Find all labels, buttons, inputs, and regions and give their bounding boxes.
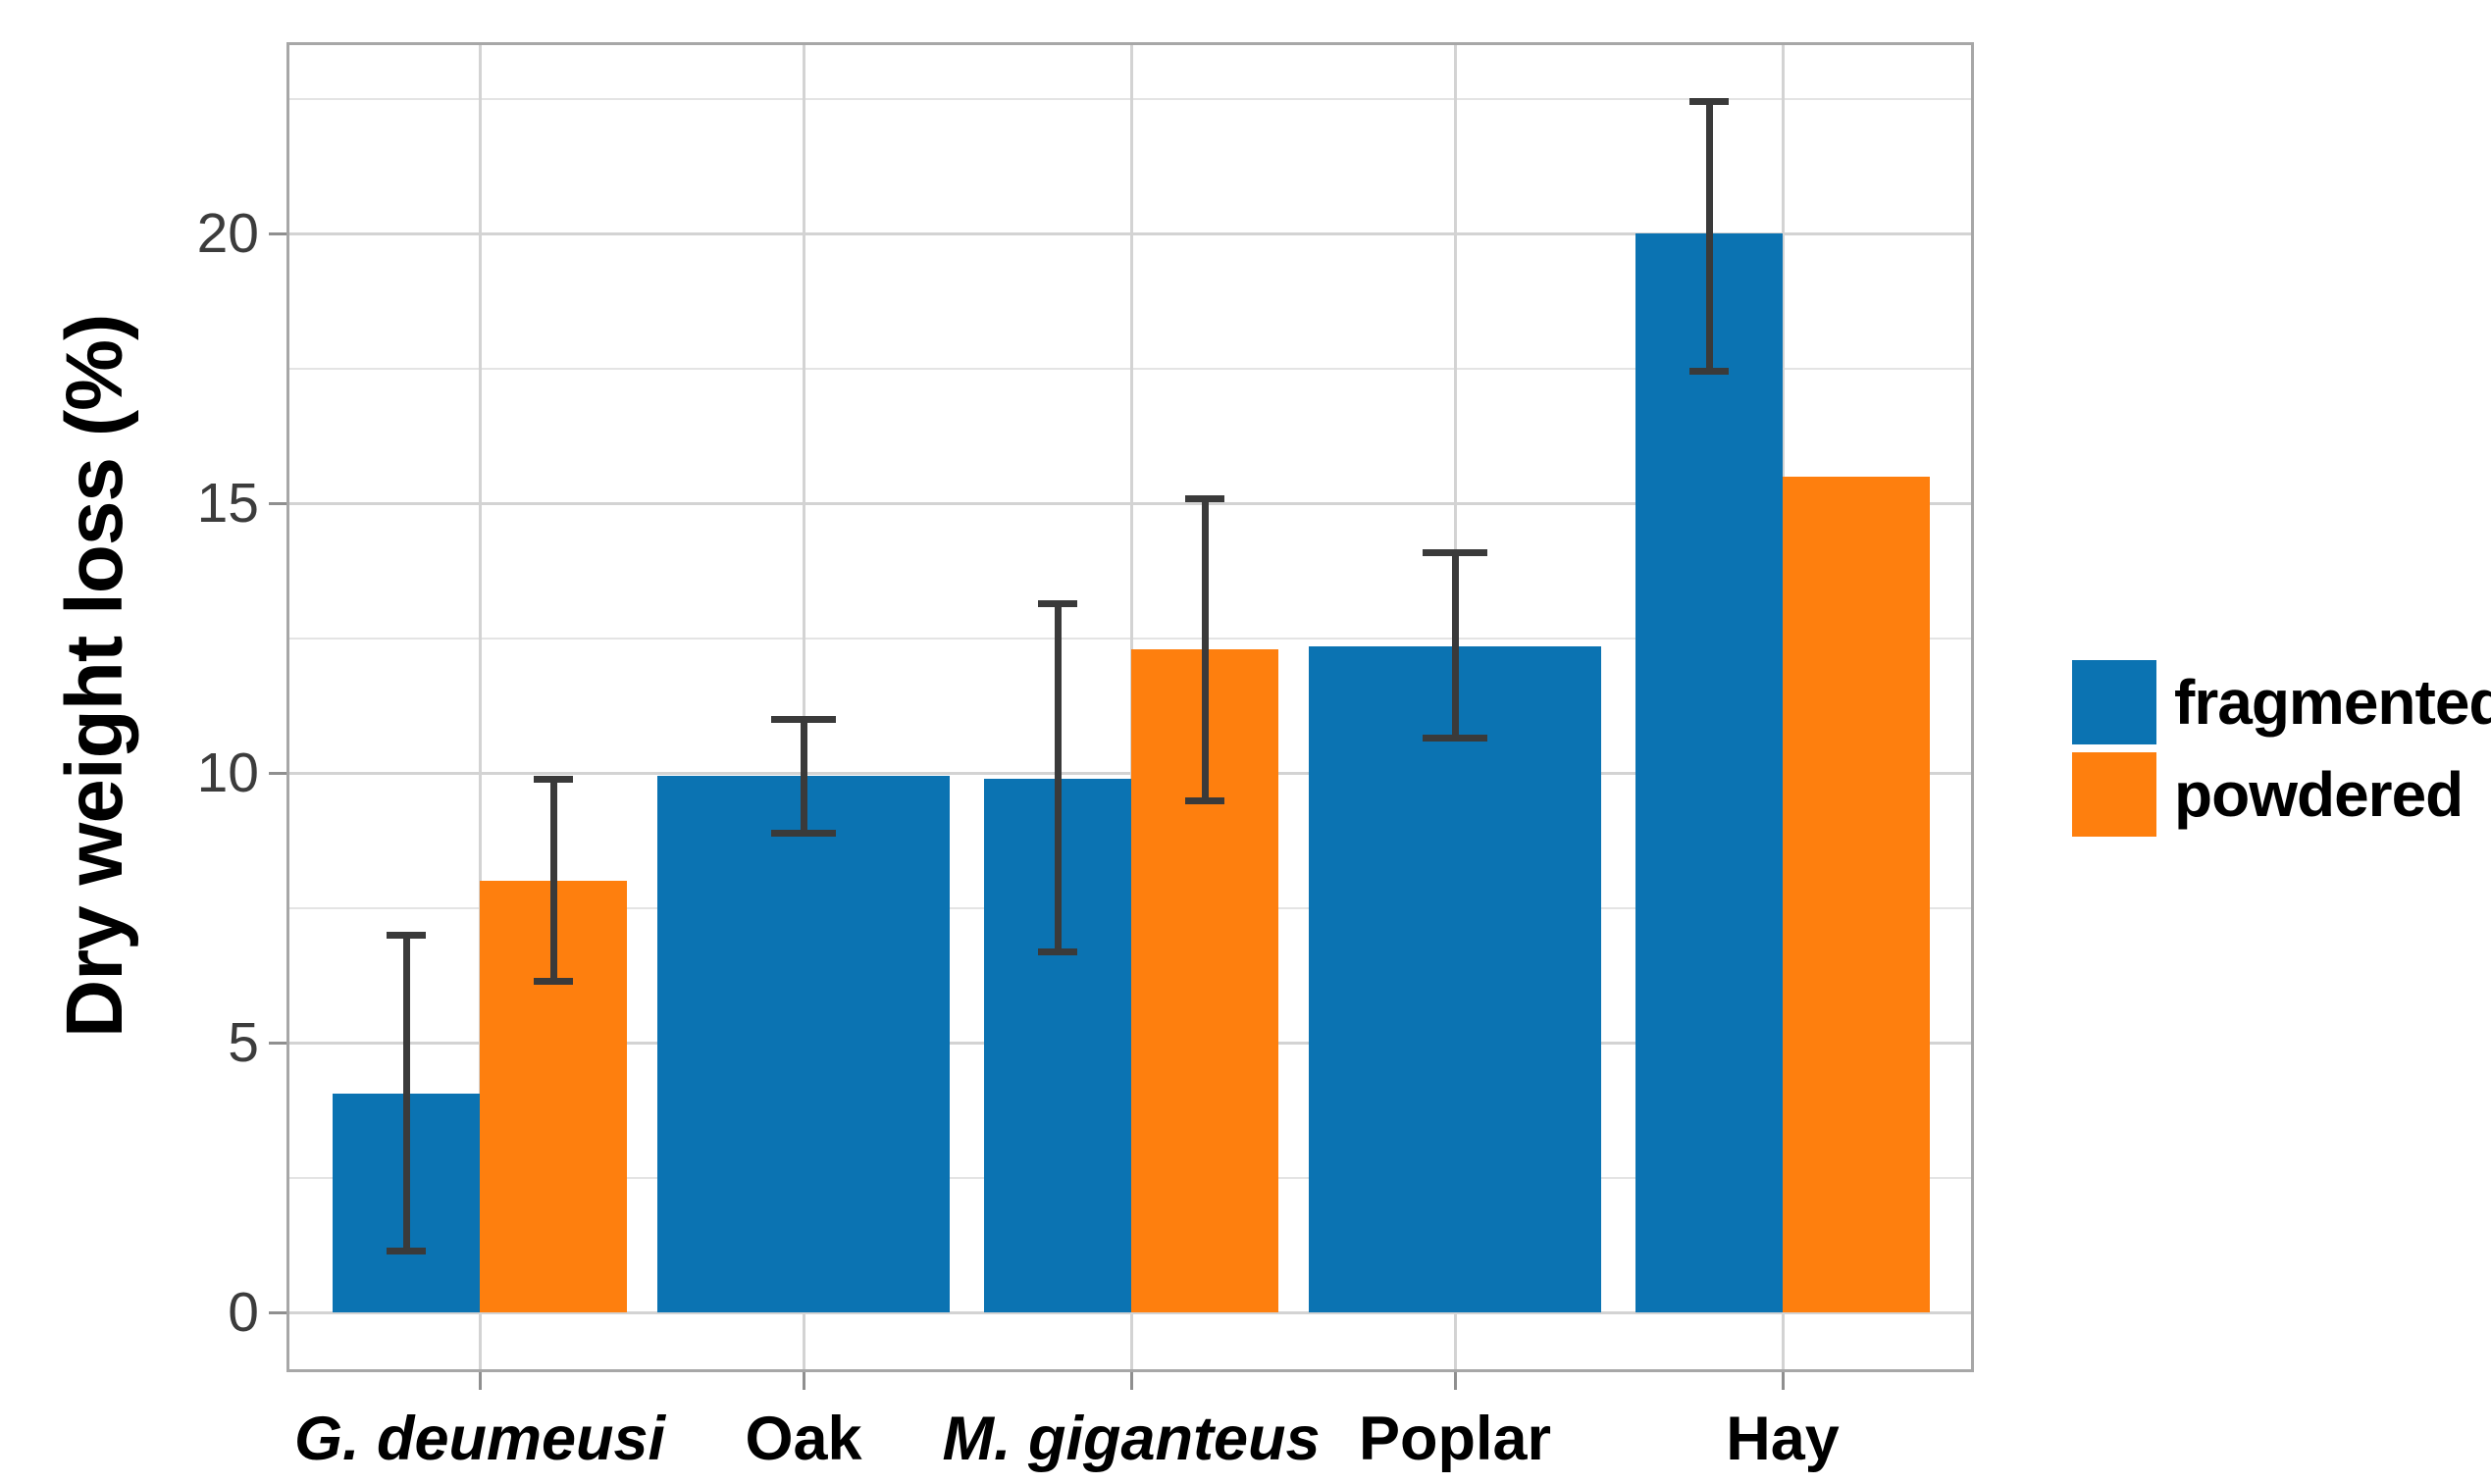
fragmented-swatch-icon: [2072, 660, 2156, 744]
x-axis-tick: [1454, 1372, 1457, 1390]
legend-label-fragmented: fragmented: [2174, 667, 2491, 738]
legend-item-fragmented: fragmented: [2072, 660, 2491, 744]
y-tick-label: 5: [228, 1011, 259, 1074]
legend-item-powdered: powdered: [2072, 752, 2491, 837]
error-bar-cap: [1689, 368, 1729, 376]
x-category-label-oak: Oak: [745, 1405, 862, 1473]
error-bar-line: [1705, 101, 1713, 372]
x-category-label-m-giganteus: M. giganteus: [942, 1405, 1321, 1473]
bar-fragmented-poplar: [1309, 645, 1601, 1312]
y-axis-tick: [269, 502, 286, 505]
y-tick-label: 15: [196, 472, 259, 535]
error-bar-cap: [1423, 548, 1487, 556]
x-category-label-g-deumeusi: G. deumeusi: [293, 1405, 666, 1473]
error-bar-line: [1054, 602, 1062, 951]
y-tick-label: 20: [196, 202, 259, 265]
error-bar-line: [1451, 551, 1459, 739]
x-category-label-poplar: Poplar: [1358, 1405, 1552, 1473]
vertical-gridline: [803, 42, 805, 1372]
y-axis-tick: [269, 232, 286, 235]
error-bar-cap: [771, 716, 836, 723]
error-bar-cap: [387, 1247, 426, 1254]
error-bar-cap: [1185, 494, 1224, 502]
powdered-swatch-icon: [2072, 752, 2156, 837]
error-bar-cap: [534, 977, 573, 985]
error-bar-line: [800, 719, 807, 833]
plot-panel: [286, 42, 1974, 1372]
error-bar-cap: [1038, 599, 1077, 607]
error-bar-cap: [771, 829, 836, 837]
legend-label-powdered: powdered: [2174, 759, 2464, 830]
y-axis-title: Dry weight loss (%): [50, 314, 139, 1038]
y-axis-tick: [269, 1311, 286, 1314]
legend: fragmented powdered: [2072, 660, 2491, 844]
error-bar-cap: [1689, 98, 1729, 106]
error-bar-line: [1201, 497, 1209, 800]
x-axis-tick: [1130, 1372, 1133, 1390]
x-axis-tick: [479, 1372, 482, 1390]
y-tick-label: 0: [228, 1281, 259, 1344]
error-bar-cap: [1038, 947, 1077, 955]
x-category-label-hay: Hay: [1726, 1405, 1840, 1473]
y-axis-tick: [269, 772, 286, 775]
vertical-gridline: [479, 42, 482, 1372]
x-axis-tick: [803, 1372, 805, 1390]
bar-fragmented-oak: [657, 775, 950, 1312]
y-tick-label: 10: [196, 742, 259, 804]
bar-fragmented-hay: [1635, 233, 1783, 1312]
x-axis-tick: [1782, 1372, 1785, 1390]
bar-powdered-hay: [1783, 476, 1930, 1312]
error-bar-cap: [1185, 796, 1224, 804]
error-bar-line: [549, 778, 557, 981]
error-bar-cap: [534, 775, 573, 783]
error-bar-cap: [1423, 735, 1487, 742]
y-axis-tick: [269, 1042, 286, 1045]
error-bar-line: [402, 935, 410, 1251]
error-bar-cap: [387, 932, 426, 939]
